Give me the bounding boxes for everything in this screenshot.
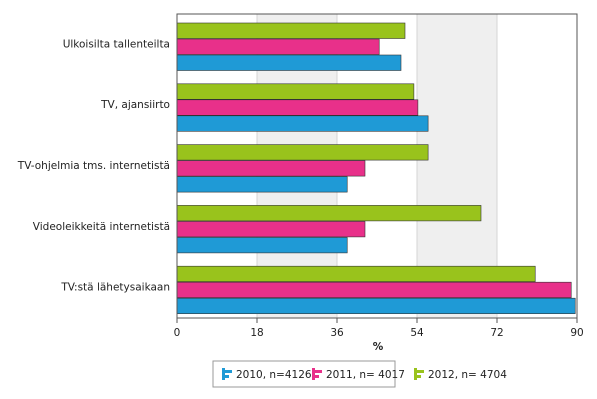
x-tick-label: 18 [250,327,263,339]
legend-swatch [417,375,421,378]
bar [176,22,406,39]
bar [176,221,366,238]
y-tick-label: TV, ajansiirto [100,99,170,111]
y-tick-label: Ulkoisilta tallenteilta [63,38,170,50]
legend-label: 2011, n= 4017 [326,369,405,381]
bar [176,160,366,177]
x-tick-label: 36 [330,327,344,339]
legend-swatch [414,368,417,380]
x-tick-label: 90 [570,327,583,339]
legend-box [212,360,396,388]
legend-swatch [225,375,229,378]
y-tick-label: TV:stä lähetysaikaan [60,282,170,294]
bar [176,297,576,315]
bar [176,54,402,71]
legend-swatch [417,370,424,373]
bar [176,38,380,55]
legend-swatch [222,368,225,380]
x-tick-label: 54 [410,327,424,339]
bar [176,265,536,283]
legend-swatch [315,375,319,378]
x-axis-label: % [373,341,384,353]
legend-label: 2012, n= 4704 [428,369,507,381]
legend-swatch [312,368,315,380]
legend-swatch [315,370,322,373]
bar [176,176,348,193]
bar [176,144,429,161]
y-tick-label: TV-ohjelmia tms. internetistä [17,160,170,172]
bar [176,99,419,116]
y-tick-label: Videoleikkeitä internetistä [33,221,170,233]
bar [176,237,348,254]
bar [176,115,429,132]
legend-swatch [225,370,232,373]
bar [176,83,415,100]
x-tick-label: 72 [490,327,503,339]
bar [176,281,572,299]
bar [176,205,482,222]
x-tick-label: 0 [174,327,181,339]
plot-frame [176,13,578,319]
legend-label: 2010, n=4126 [236,369,312,381]
